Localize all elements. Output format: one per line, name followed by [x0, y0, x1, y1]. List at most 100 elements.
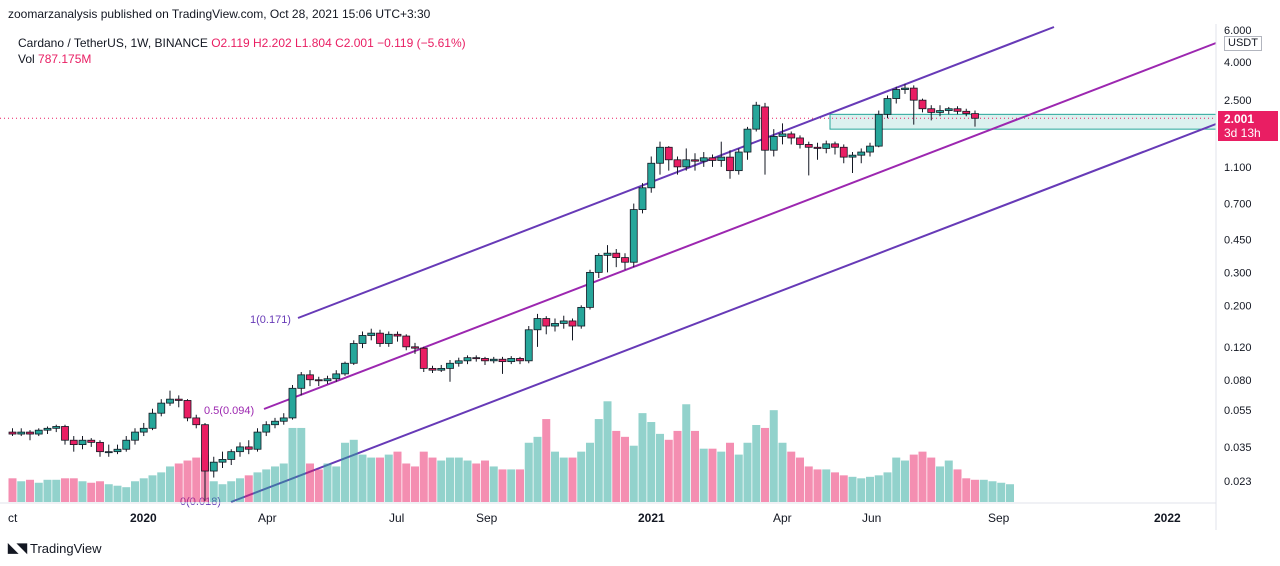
candle[interactable] — [603, 245, 612, 273]
candle[interactable] — [691, 153, 699, 171]
candle[interactable] — [524, 326, 533, 364]
candle[interactable] — [892, 86, 901, 104]
candle[interactable] — [61, 424, 69, 445]
candle[interactable] — [437, 364, 446, 373]
candle[interactable] — [621, 253, 629, 270]
candle[interactable] — [446, 360, 454, 382]
candle[interactable] — [839, 144, 848, 164]
candle[interactable] — [463, 355, 472, 365]
candle[interactable] — [332, 370, 341, 382]
candle[interactable] — [148, 408, 157, 431]
candle[interactable] — [734, 148, 743, 175]
candle[interactable] — [349, 340, 358, 365]
candle[interactable] — [323, 375, 332, 384]
candle[interactable] — [936, 105, 944, 117]
candle[interactable] — [472, 355, 481, 362]
candle[interactable] — [874, 110, 883, 148]
candle[interactable] — [726, 150, 734, 179]
candle[interactable] — [384, 331, 393, 347]
candle[interactable] — [594, 253, 603, 278]
candle[interactable] — [787, 131, 796, 145]
candle[interactable] — [857, 148, 866, 164]
candle[interactable] — [279, 413, 288, 425]
candle[interactable] — [288, 384, 297, 420]
candle[interactable] — [822, 140, 831, 154]
candle[interactable] — [367, 328, 376, 341]
candle[interactable] — [96, 440, 104, 457]
candle[interactable] — [454, 357, 463, 367]
candle[interactable] — [918, 98, 927, 113]
candle[interactable] — [664, 146, 673, 171]
candle[interactable] — [358, 331, 367, 349]
candle[interactable] — [174, 395, 183, 408]
candle[interactable] — [209, 456, 218, 478]
candle[interactable] — [743, 126, 752, 160]
candle[interactable] — [717, 141, 726, 167]
candle[interactable] — [201, 422, 209, 501]
volume-label[interactable]: Vol — [18, 52, 35, 66]
candle[interactable] — [953, 106, 962, 115]
candle[interactable] — [542, 316, 551, 335]
candle[interactable] — [69, 436, 78, 452]
candle[interactable] — [428, 365, 437, 373]
candle[interactable] — [831, 141, 839, 155]
candle[interactable] — [481, 356, 489, 365]
candle[interactable] — [87, 438, 96, 447]
candle[interactable] — [17, 428, 26, 437]
candle[interactable] — [52, 424, 61, 433]
candle[interactable] — [682, 148, 691, 171]
candle[interactable] — [131, 428, 139, 445]
candle[interactable] — [139, 422, 148, 437]
candle[interactable] — [699, 152, 708, 167]
candle[interactable] — [236, 442, 244, 457]
candle[interactable] — [673, 156, 682, 175]
candle[interactable] — [507, 356, 516, 365]
candle[interactable] — [192, 414, 201, 429]
candle[interactable] — [559, 315, 568, 329]
candle[interactable] — [8, 428, 17, 437]
candle[interactable] — [971, 110, 979, 127]
candle[interactable] — [533, 313, 542, 347]
currency-label[interactable]: USDT — [1224, 36, 1262, 51]
candle[interactable] — [962, 108, 971, 117]
candle[interactable] — [909, 85, 918, 125]
channel-upper[interactable] — [297, 26, 1055, 319]
candle[interactable] — [314, 376, 323, 387]
candle[interactable] — [796, 135, 804, 149]
candle[interactable] — [113, 444, 122, 455]
candle[interactable] — [848, 152, 857, 173]
candle[interactable] — [78, 436, 87, 450]
candle[interactable] — [761, 102, 769, 175]
candle[interactable] — [227, 449, 236, 466]
candle[interactable] — [612, 249, 621, 268]
channel-mid[interactable] — [263, 42, 1217, 410]
candle[interactable] — [297, 372, 306, 396]
candle[interactable] — [769, 129, 778, 157]
candle[interactable] — [778, 123, 787, 145]
candle[interactable] — [157, 399, 166, 417]
symbol-label[interactable]: Cardano / TetherUS, 1W, BINANCE — [18, 36, 208, 50]
candle[interactable] — [516, 356, 524, 365]
candle[interactable] — [244, 440, 253, 455]
candle[interactable] — [419, 346, 428, 373]
candle[interactable] — [341, 361, 349, 376]
candle[interactable] — [34, 428, 43, 437]
candle[interactable] — [647, 156, 656, 193]
candle[interactable] — [901, 84, 909, 94]
candle[interactable] — [218, 451, 227, 468]
candle[interactable] — [376, 329, 384, 347]
candle[interactable] — [804, 141, 813, 176]
candle[interactable] — [104, 444, 113, 457]
candle[interactable] — [393, 331, 402, 342]
channel-lower[interactable] — [230, 123, 1217, 503]
candle[interactable] — [586, 269, 594, 310]
candle[interactable] — [752, 101, 761, 132]
candle[interactable] — [708, 154, 717, 167]
candle[interactable] — [402, 334, 411, 351]
candle[interactable] — [638, 183, 647, 214]
candle[interactable] — [656, 141, 664, 175]
candle[interactable] — [253, 428, 262, 452]
candle[interactable] — [866, 142, 874, 157]
candle[interactable] — [306, 370, 314, 387]
